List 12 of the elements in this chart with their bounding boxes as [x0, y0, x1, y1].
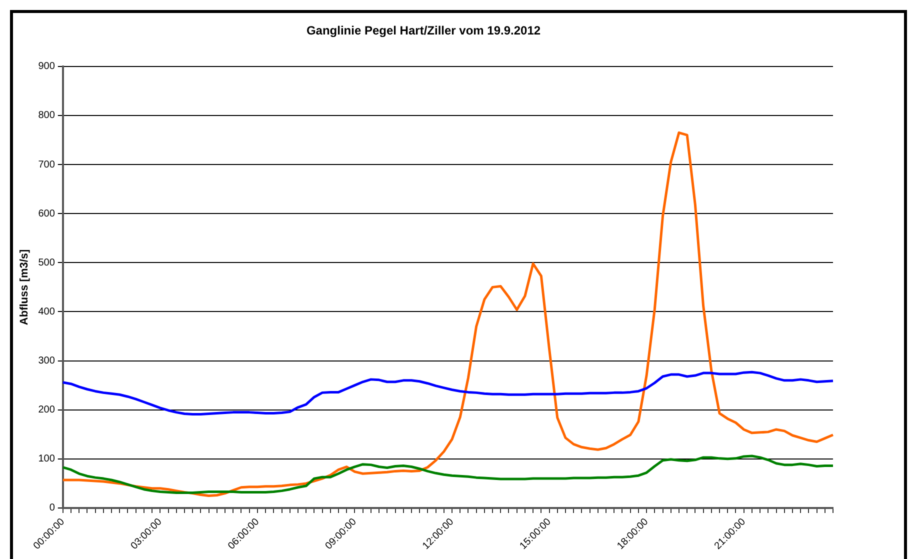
y-tick-label: 300: [38, 356, 56, 367]
y-tick-label: 200: [38, 404, 56, 416]
y-tick-label: 0: [49, 502, 56, 514]
y-tick-label: 600: [38, 208, 56, 220]
y-axis-title: Abfluss [m3/s]: [18, 248, 31, 326]
y-tick-label: 500: [38, 257, 56, 268]
y-tick-label: 700: [38, 159, 56, 170]
y-tick-label: 800: [38, 110, 56, 122]
y-tick-label: 100: [38, 454, 56, 465]
chart-title: Ganglinie Pegel Hart/Ziller vom 19.9.2012: [306, 24, 541, 38]
y-tick-label: 400: [38, 306, 56, 318]
y-tick-label: 900: [38, 61, 56, 72]
